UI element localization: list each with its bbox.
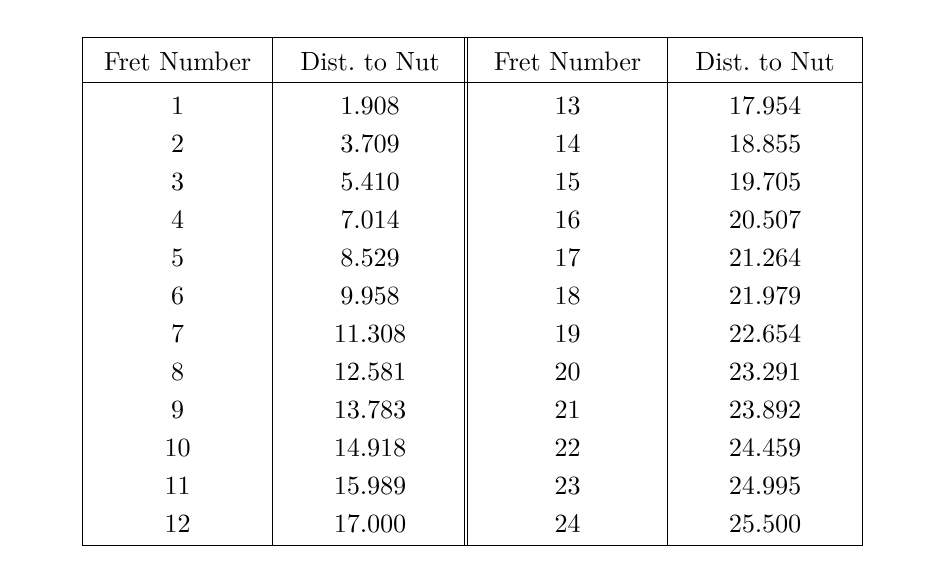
cell-fret: 17 [468, 237, 668, 275]
cell-fret: 6 [83, 275, 273, 313]
cell-fret: 23 [468, 465, 668, 503]
cell-fret: 4 [83, 199, 273, 237]
cell-fret: 13 [468, 82, 668, 123]
cell-dist: 21.979 [668, 275, 863, 313]
cell-dist: 20.507 [668, 199, 863, 237]
table-body: 1 1.908 13 17.954 2 3.709 14 18.855 3 5.… [83, 82, 863, 545]
cell-dist: 24.995 [668, 465, 863, 503]
cell-dist: 14.918 [273, 427, 468, 465]
table-row: 5 8.529 17 21.264 [83, 237, 863, 275]
cell-dist: 18.855 [668, 123, 863, 161]
cell-dist: 8.529 [273, 237, 468, 275]
cell-fret: 12 [83, 503, 273, 546]
col-header-dist-2: Dist. to Nut [668, 37, 863, 82]
table-row: 7 11.308 19 22.654 [83, 313, 863, 351]
cell-dist: 7.014 [273, 199, 468, 237]
cell-dist: 13.783 [273, 389, 468, 427]
cell-dist: 3.709 [273, 123, 468, 161]
cell-fret: 10 [83, 427, 273, 465]
cell-dist: 22.654 [668, 313, 863, 351]
cell-fret: 5 [83, 237, 273, 275]
cell-dist: 19.705 [668, 161, 863, 199]
cell-dist: 17.954 [668, 82, 863, 123]
cell-fret: 14 [468, 123, 668, 161]
table-header: Fret Number Dist. to Nut Fret Number Dis… [83, 37, 863, 82]
cell-fret: 16 [468, 199, 668, 237]
table-row: 6 9.958 18 21.979 [83, 275, 863, 313]
cell-fret: 18 [468, 275, 668, 313]
cell-fret: 2 [83, 123, 273, 161]
cell-fret: 7 [83, 313, 273, 351]
table-row: 9 13.783 21 23.892 [83, 389, 863, 427]
cell-fret: 20 [468, 351, 668, 389]
table-row: 12 17.000 24 25.500 [83, 503, 863, 546]
cell-dist: 12.581 [273, 351, 468, 389]
cell-fret: 9 [83, 389, 273, 427]
table-row: 3 5.410 15 19.705 [83, 161, 863, 199]
col-header-fret-2: Fret Number [468, 37, 668, 82]
col-header-dist-1: Dist. to Nut [273, 37, 468, 82]
cell-fret: 8 [83, 351, 273, 389]
table-row: 4 7.014 16 20.507 [83, 199, 863, 237]
cell-fret: 19 [468, 313, 668, 351]
table-row: 10 14.918 22 24.459 [83, 427, 863, 465]
cell-dist: 15.989 [273, 465, 468, 503]
cell-dist: 23.892 [668, 389, 863, 427]
fret-distance-table-wrap: Fret Number Dist. to Nut Fret Number Dis… [82, 37, 863, 546]
col-header-fret-1: Fret Number [83, 37, 273, 82]
cell-dist: 21.264 [668, 237, 863, 275]
cell-fret: 22 [468, 427, 668, 465]
cell-dist: 23.291 [668, 351, 863, 389]
table-row: 1 1.908 13 17.954 [83, 82, 863, 123]
cell-fret: 1 [83, 82, 273, 123]
table-row: 11 15.989 23 24.995 [83, 465, 863, 503]
cell-dist: 1.908 [273, 82, 468, 123]
cell-dist: 5.410 [273, 161, 468, 199]
cell-fret: 11 [83, 465, 273, 503]
cell-fret: 15 [468, 161, 668, 199]
table-header-row: Fret Number Dist. to Nut Fret Number Dis… [83, 37, 863, 82]
cell-dist: 17.000 [273, 503, 468, 546]
cell-dist: 24.459 [668, 427, 863, 465]
cell-fret: 3 [83, 161, 273, 199]
cell-dist: 11.308 [273, 313, 468, 351]
cell-dist: 9.958 [273, 275, 468, 313]
cell-dist: 25.500 [668, 503, 863, 546]
fret-distance-table: Fret Number Dist. to Nut Fret Number Dis… [82, 37, 863, 546]
table-row: 8 12.581 20 23.291 [83, 351, 863, 389]
cell-fret: 24 [468, 503, 668, 546]
table-row: 2 3.709 14 18.855 [83, 123, 863, 161]
cell-fret: 21 [468, 389, 668, 427]
